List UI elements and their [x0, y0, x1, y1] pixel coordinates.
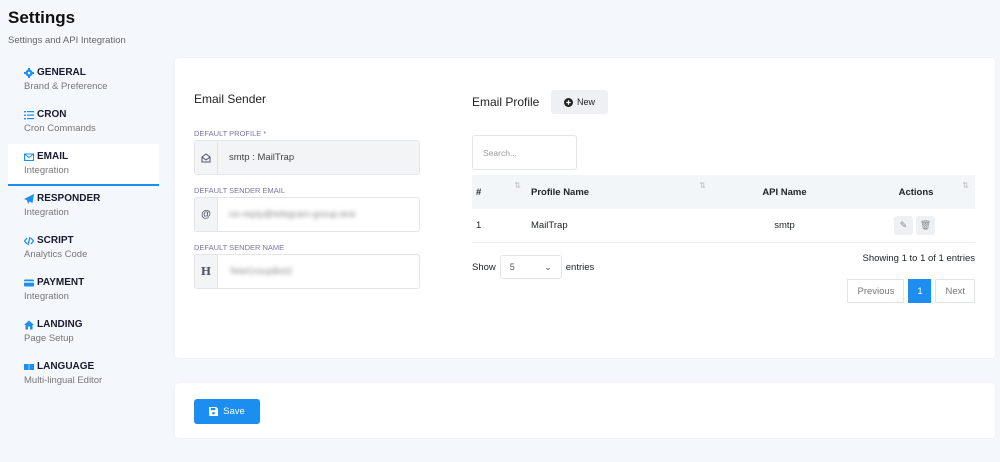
table-info: Showing 1 to 1 of 1 entries: [862, 253, 976, 264]
save-label: Save: [223, 406, 245, 417]
previous-button[interactable]: Previous: [847, 279, 905, 303]
gear-icon: [24, 67, 34, 78]
sender-email-label: DEFAULT SENDER EMAIL: [194, 186, 285, 195]
email-sender-heading: Email Sender: [194, 92, 267, 106]
table-header-row: # ⇅ Profile Name ⇅ API Name Actions ⇅: [472, 175, 975, 209]
envelope-open-icon: [195, 141, 218, 174]
profile-table: # ⇅ Profile Name ⇅ API Name Actions ⇅ 1 Mai…: [472, 175, 975, 243]
table-row: 1 MailTrap smtp ✎ 🗑: [472, 209, 975, 243]
email-profile-heading: Email Profile: [472, 95, 540, 109]
sidebar-item-sub: Integration: [24, 291, 69, 302]
sidebar-item-language[interactable]: LANGUAGE Multi-lingual Editor: [8, 354, 159, 396]
sort-icon: ⇅: [699, 181, 706, 190]
paper-plane-icon: [24, 193, 34, 204]
next-button[interactable]: Next: [935, 279, 975, 303]
page-title: Settings: [8, 8, 76, 27]
trash-icon[interactable]: 🗑: [916, 215, 935, 235]
page-size-select[interactable]: 5 ⌄: [499, 255, 562, 279]
sidebar-item-email[interactable]: EMAIL Integration: [8, 144, 159, 186]
column-label: #: [476, 186, 482, 198]
new-button-label: New: [576, 97, 595, 107]
column-number[interactable]: # ⇅: [472, 175, 527, 209]
sidebar-item-label: EMAIL: [37, 151, 69, 162]
sidebar-item-sub: Page Setup: [24, 333, 74, 344]
heading-icon: H: [195, 255, 218, 288]
row-number: 1: [472, 209, 527, 243]
sidebar-item-cron[interactable]: CRON Cron Commands: [8, 102, 159, 144]
sidebar-item-label: SCRIPT: [37, 235, 74, 246]
sidebar-item-sub: Brand & Preference: [24, 81, 108, 92]
sidebar-item-sub: Analytics Code: [24, 249, 88, 260]
envelope-icon: [24, 153, 34, 161]
home-icon: [24, 320, 34, 329]
row-api-name: smtp: [712, 209, 857, 243]
default-profile-value: smtp : MailTrap: [218, 141, 419, 174]
sidebar-item-sub: Multi-lingual Editor: [24, 375, 103, 386]
pagination: Previous 1 Next: [847, 279, 975, 303]
sidebar-item-sub: Integration: [24, 207, 69, 218]
column-label: Profile Name: [531, 186, 590, 198]
sidebar-item-label: LANDING: [37, 319, 83, 330]
sender-name-value: TeleGroupBot2: [229, 266, 293, 277]
sidebar-item-label: GENERAL: [37, 67, 86, 78]
save-button[interactable]: Save: [194, 399, 260, 424]
sender-email-field[interactable]: @ no-reply@telegram-group.test: [194, 197, 420, 232]
at-icon: @: [195, 198, 218, 231]
default-profile-label: DEFAULT PROFILE *: [194, 129, 267, 138]
column-label: API Name: [762, 186, 807, 198]
sidebar-item-payment[interactable]: PAYMENT Integration: [8, 270, 159, 312]
save-card: Save: [175, 383, 995, 438]
email-settings-card: Email Sender DEFAULT PROFILE * smtp : Ma…: [175, 58, 995, 358]
sidebar-item-sub: Cron Commands: [24, 123, 96, 134]
column-api-name[interactable]: API Name: [712, 175, 857, 209]
column-label: Actions: [898, 186, 934, 198]
sort-icon: ⇅: [514, 181, 521, 190]
page-size-value: 5: [509, 262, 515, 272]
show-label: Show: [472, 261, 496, 273]
sender-name-label: DEFAULT SENDER NAME: [194, 243, 285, 252]
sidebar-item-label: CRON: [37, 109, 67, 120]
page-subtitle: Settings and API Integration: [8, 35, 126, 46]
sender-name-field[interactable]: H TeleGroupBot2: [194, 254, 420, 289]
search-input[interactable]: Search...: [472, 135, 577, 170]
entries-label: entries: [565, 261, 595, 273]
language-icon: [24, 363, 34, 370]
list-icon: [24, 110, 34, 119]
code-icon: [24, 236, 34, 245]
default-profile-select[interactable]: smtp : MailTrap: [194, 140, 420, 175]
sidebar-item-responder[interactable]: RESPONDER Integration: [8, 186, 159, 228]
chevron-down-icon: ⌄: [544, 261, 552, 272]
sidebar-item-landing[interactable]: LANDING Page Setup: [8, 312, 159, 354]
column-profile-name[interactable]: Profile Name ⇅: [527, 175, 712, 209]
sidebar-item-general[interactable]: GENERAL Brand & Preference: [8, 60, 159, 102]
credit-card-icon: [24, 279, 34, 286]
row-actions: ✎ 🗑: [857, 209, 975, 243]
sidebar-item-label: PAYMENT: [37, 277, 85, 288]
edit-icon[interactable]: ✎: [894, 215, 913, 235]
column-actions[interactable]: Actions ⇅: [857, 175, 975, 209]
floppy-disk-icon: [209, 407, 219, 416]
sidebar-item-label: LANGUAGE: [37, 361, 95, 372]
sidebar-item-sub: Integration: [24, 165, 69, 176]
page-1-button[interactable]: 1: [908, 279, 932, 303]
sort-icon: ⇅: [962, 181, 969, 190]
plus-circle-icon: [563, 97, 573, 107]
sidebar-item-label: RESPONDER: [37, 193, 101, 204]
row-profile-name: MailTrap: [527, 209, 712, 243]
new-profile-button[interactable]: New: [551, 90, 608, 114]
settings-sidebar: GENERAL Brand & Preference CRON Cron Comma…: [8, 60, 159, 396]
page-size-control: Show 5 ⌄ entries: [472, 255, 594, 279]
sidebar-item-script[interactable]: SCRIPT Analytics Code: [8, 228, 159, 270]
sender-email-value: no-reply@telegram-group.test: [229, 209, 356, 220]
